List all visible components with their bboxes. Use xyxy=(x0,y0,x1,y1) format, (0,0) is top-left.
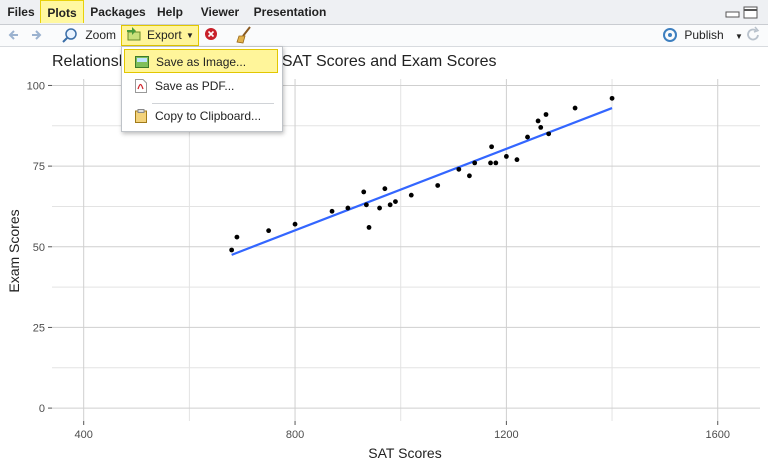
data-point xyxy=(408,192,414,198)
y-axis-label: Exam Scores xyxy=(6,209,22,292)
clear-all-button[interactable] xyxy=(236,25,252,46)
chevron-down-icon: ▼ xyxy=(735,32,743,41)
x-tick-label: 1600 xyxy=(705,429,729,441)
x-axis-label: SAT Scores xyxy=(368,445,441,461)
data-point xyxy=(361,189,367,195)
export-button[interactable]: Export ▼ xyxy=(121,25,199,46)
tab-plots[interactable]: Plots xyxy=(40,0,84,23)
magnifier-icon xyxy=(62,28,77,43)
clipboard-icon xyxy=(135,109,147,123)
data-point xyxy=(609,95,615,101)
data-point xyxy=(234,234,240,240)
data-point xyxy=(329,208,335,214)
remove-icon xyxy=(205,28,217,40)
data-point xyxy=(366,225,372,230)
refresh-icon[interactable] xyxy=(746,25,762,46)
export-icon xyxy=(127,27,141,41)
tab-help[interactable]: Help xyxy=(156,5,183,19)
zoom-button[interactable]: Zoom xyxy=(62,25,116,46)
data-point xyxy=(292,221,298,227)
regression-line xyxy=(231,107,613,256)
data-point xyxy=(543,112,549,117)
data-point xyxy=(572,105,578,111)
data-point xyxy=(393,199,398,205)
data-point xyxy=(472,160,478,166)
tab-viewer[interactable]: Viewer xyxy=(200,5,240,19)
y-tick-label: 50 xyxy=(33,242,45,254)
x-tick-label: 800 xyxy=(286,429,304,441)
copy-to-clipboard-item[interactable]: Copy to Clipboard... xyxy=(124,104,278,128)
data-point xyxy=(489,144,494,150)
plot-area: Relationship Between Students' SAT Score… xyxy=(6,53,760,461)
x-tick-label: 1200 xyxy=(494,429,518,441)
data-point xyxy=(538,124,544,130)
chevron-down-icon: ▼ xyxy=(186,31,194,40)
y-tick-label: 25 xyxy=(33,322,45,334)
save-as-pdf-item[interactable]: Save as PDF... xyxy=(124,74,278,98)
data-point xyxy=(493,160,499,166)
publish-label: Publish xyxy=(684,28,724,42)
y-tick-label: 0 xyxy=(39,403,45,415)
data-point xyxy=(377,205,382,211)
broom-icon xyxy=(236,26,251,44)
data-point xyxy=(525,134,530,140)
data-point xyxy=(382,186,388,192)
maximize-icon[interactable] xyxy=(743,6,758,19)
zoom-label: Zoom xyxy=(85,28,117,42)
data-point xyxy=(363,202,369,208)
data-point xyxy=(535,118,541,124)
minimize-icon[interactable] xyxy=(725,11,740,18)
tab-files[interactable]: Files xyxy=(7,5,35,19)
save-as-pdf-label: Save as PDF... xyxy=(155,79,235,93)
y-tick-label: 75 xyxy=(33,161,45,173)
export-menu: Save as Image... Save as PDF... Copy to … xyxy=(121,46,283,132)
export-label: Export xyxy=(147,28,182,42)
data-point xyxy=(456,166,462,172)
data-point xyxy=(435,183,441,188)
forward-arrow-icon[interactable] xyxy=(30,25,44,46)
remove-plot-button[interactable] xyxy=(204,25,218,46)
data-point xyxy=(229,247,235,253)
tab-packages[interactable]: Packages xyxy=(90,5,146,19)
data-point xyxy=(387,202,393,208)
pane-tab-bar: Files Plots Packages Help Viewer Present… xyxy=(0,0,768,25)
data-point xyxy=(467,173,472,179)
data-point xyxy=(546,131,552,137)
tab-presentation[interactable]: Presentation xyxy=(253,5,327,19)
data-point xyxy=(345,205,351,211)
y-tick-label: 100 xyxy=(27,80,45,92)
pane-window-controls xyxy=(725,6,758,19)
data-point xyxy=(266,228,272,234)
pdf-icon xyxy=(135,79,147,93)
image-icon xyxy=(135,56,149,68)
save-as-image-label: Save as Image... xyxy=(156,55,247,69)
plots-toolbar: Zoom Export ▼ Publish ▼ xyxy=(0,25,768,47)
data-point xyxy=(514,157,520,163)
back-arrow-icon[interactable] xyxy=(6,25,20,46)
publish-button[interactable]: Publish ▼ xyxy=(662,25,743,46)
menu-separator xyxy=(152,103,274,104)
publish-icon xyxy=(663,28,677,42)
x-tick-label: 400 xyxy=(75,429,93,441)
save-as-image-item[interactable]: Save as Image... xyxy=(124,49,278,73)
copy-to-clipboard-label: Copy to Clipboard... xyxy=(155,109,262,123)
data-point xyxy=(488,160,493,166)
data-point xyxy=(503,154,509,159)
